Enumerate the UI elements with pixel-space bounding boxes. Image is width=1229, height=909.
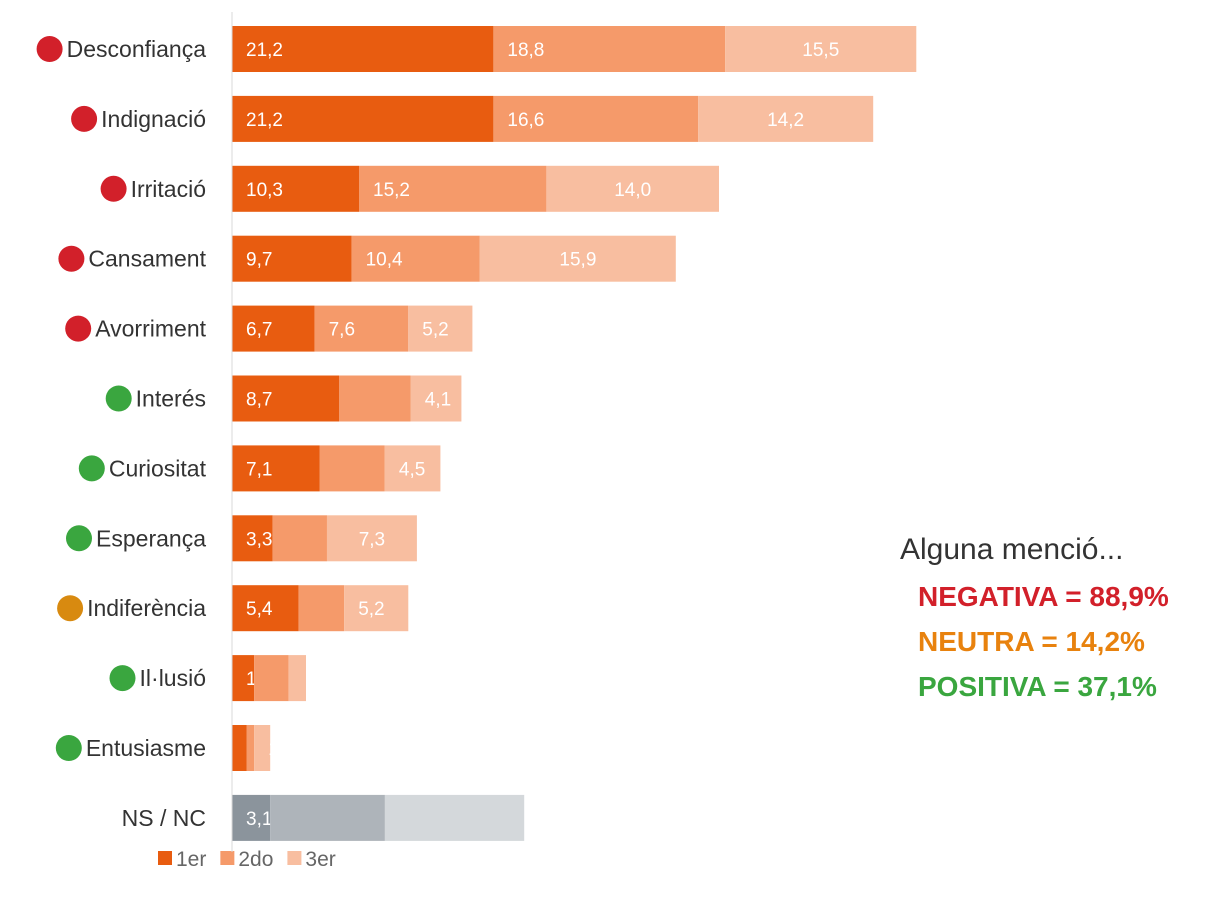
bar-segment-2do-1 [493,26,726,72]
category-label-9: Indiferència [87,595,206,621]
category-label-5: Avorriment [95,316,206,342]
legend: 1er 2do 3er [158,848,336,871]
category-labels-group: Desconfiança Indignació Irritació Cansament… [36,36,207,831]
summary-title: Alguna menció... [900,533,1124,566]
data-label-3er-4: 15,9 [559,250,596,271]
summary-neutral: NEUTRA = 14,2% [918,626,1145,657]
bar-segment-2do-5 [314,305,409,352]
bar-segment-3er-3 [546,165,719,212]
data-label-3er-6: 4,1 [425,390,451,411]
data-label-3er-1: 15,5 [802,40,839,61]
bar-segment-3er-11 [254,725,271,771]
data-label-3er-7: 4,5 [399,459,425,480]
positive-marker-dot-6 [105,385,132,412]
bar-segment-2do-12 [270,794,385,841]
summary-negative: NEGATIVA = 88,9% [918,581,1169,612]
positive-marker-dot-10 [109,665,136,692]
category-label-6: Interés [136,386,206,412]
category-label-8: Esperança [96,525,206,551]
summary-positive: POSITIVA = 37,1% [918,671,1157,702]
category-label-3: Irritació [131,176,206,202]
bar-segment-3er-5 [408,305,473,352]
bar-segment-1er-9 [232,585,299,632]
category-label-10: Il·lusió [140,665,206,691]
neutral-marker-dot-9 [57,595,84,622]
category-label-1: Desconfiança [67,36,207,62]
data-label-1er-2: 21,2 [246,110,283,131]
data-label-2do-4: 10,4 [366,250,403,271]
legend-label-1er: 1er [176,848,206,871]
category-label-11: Entusiasme [86,735,206,761]
data-label-2do-5: 7,6 [329,320,355,341]
legend-swatch-3er [287,851,302,865]
positive-marker-dot-11 [55,735,82,761]
bar-segment-3er-1 [725,26,917,72]
bars-group: 21,2 18,8 15,5 21,2 16,6 14,2 10,3 15,2 14,0 9,7 1… [232,26,917,841]
bar-segment-2do-7 [319,445,385,492]
legend-swatch-1er [158,851,172,865]
bar-segment-3er-7 [384,445,441,492]
bar-segment-3er-12 [384,794,525,841]
bar-segment-2do-8 [272,515,327,562]
bar-segment-1er-6 [232,375,340,422]
data-label-3er-2: 14,2 [767,110,804,131]
data-label-3er-8: 7,3 [359,529,385,550]
category-label-2: Indignació [101,106,206,132]
bar-segment-3er-6 [410,375,462,422]
data-label-3er-3: 14,0 [614,180,651,201]
bar-segment-2do-6 [339,375,411,422]
data-label-2do-3: 15,2 [373,180,410,201]
bar-segment-2do-10 [254,655,289,702]
legend-swatch-2do [220,851,235,865]
bar-segment-2do-9 [298,585,345,632]
bar-segment-1er-12 [232,794,271,841]
category-label-12: NS / NC [122,805,206,831]
bar-segment-3er-10 [288,655,306,702]
legend-label-3er: 3er [305,848,335,871]
bar-segment-1er-5 [232,305,315,352]
summary-panel: Alguna menció... NEGATIVA = 88,9% NEUTRA… [900,533,1229,716]
bar-segment-1er-8 [232,515,273,562]
bar-segment-1er-2 [232,95,494,142]
data-label-2do-1: 18,8 [507,40,544,61]
bar-segment-1er-1 [232,26,494,72]
bar-segment-2do-4 [351,235,480,282]
data-label-1er-8: 3,3 [246,529,272,550]
negative-marker-dot-1 [36,36,63,62]
bar-segment-2do-11 [246,725,255,771]
data-label-1er-4: 9,7 [246,250,272,271]
data-label-3er-11: 1,3 [268,739,294,760]
data-label-1er-7: 7,1 [246,459,272,480]
bar-segment-3er-4 [479,235,676,282]
bar-segment-2do-2 [493,95,699,142]
data-label-1er-12: 3,1 [246,809,272,830]
bar-segment-3er-8 [326,515,417,562]
category-label-7: Curiositat [109,455,207,481]
data-label-1er-9: 5,4 [246,599,273,620]
bar-segment-1er-4 [232,235,352,282]
positive-marker-dot-8 [66,525,92,552]
bar-segment-1er-3 [232,165,359,212]
data-label-1er-3: 10,3 [246,180,283,201]
data-label-3er-5: 5,2 [422,320,448,341]
negative-marker-dot-2 [71,105,98,132]
bar-segment-1er-11 [232,725,247,771]
category-label-4: Cansament [88,246,206,272]
bar-segment-3er-9 [344,585,409,632]
bar-segment-2do-3 [359,165,547,212]
data-label-3er-9: 5,2 [358,599,384,620]
bar-segment-3er-2 [698,95,874,142]
data-label-1er-5: 6,7 [246,320,272,341]
legend-label-2do: 2do [238,848,273,871]
negative-marker-dot-4 [58,245,85,272]
negative-marker-dot-3 [100,175,127,202]
bar-segment-1er-7 [232,445,320,492]
data-label-2do-2: 16,6 [507,110,544,131]
data-label-1er-6: 8,7 [246,390,272,411]
positive-marker-dot-7 [78,455,105,482]
data-label-1er-1: 21,2 [246,40,283,61]
bar-segment-1er-10 [232,655,255,702]
negative-marker-dot-5 [65,315,92,342]
